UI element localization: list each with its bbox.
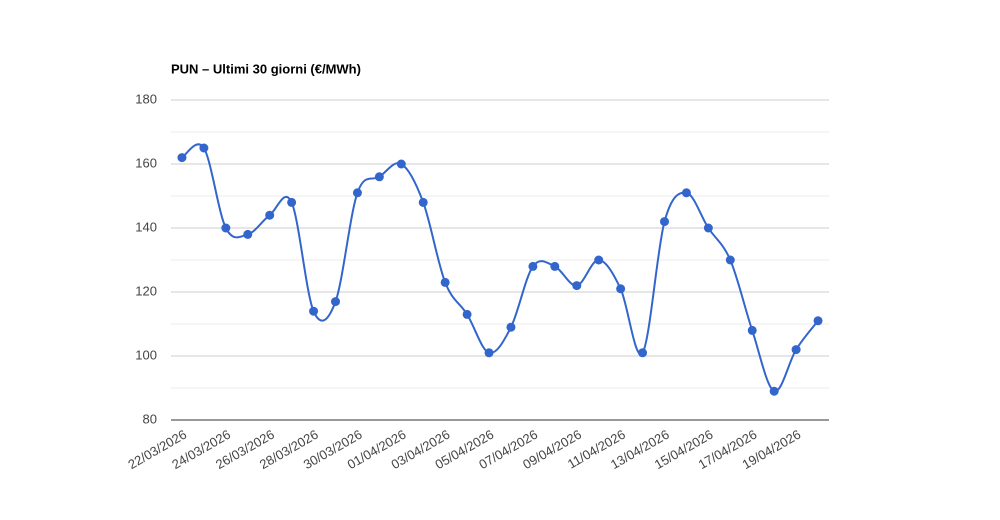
point (747, 325, 757, 335)
point (177, 153, 187, 163)
y-tick-label: 160 (135, 155, 157, 170)
point (331, 297, 340, 307)
point (550, 261, 560, 271)
point (374, 172, 384, 182)
point (791, 345, 801, 355)
point (616, 284, 626, 294)
point (638, 348, 648, 358)
point (528, 261, 538, 271)
point (440, 277, 450, 287)
point (352, 188, 362, 198)
y-tick-label: 140 (135, 219, 157, 234)
line (181, 143, 819, 393)
point (309, 306, 319, 316)
point (769, 386, 779, 396)
y-tick-label: 100 (135, 347, 157, 362)
point (418, 197, 428, 207)
point (660, 217, 669, 227)
chart-title: PUN – Ultimi 30 giorni (€/MWh) (171, 61, 361, 76)
point (572, 281, 582, 291)
point (243, 229, 253, 239)
point (703, 223, 713, 233)
point (594, 255, 604, 265)
y-tick-label: 180 (135, 91, 157, 106)
y-tick-label: 80 (143, 411, 157, 426)
point (287, 197, 297, 207)
point (813, 316, 823, 326)
point (199, 143, 209, 153)
point (506, 322, 516, 332)
y-tick-label: 120 (135, 283, 157, 298)
point (681, 188, 691, 198)
point (265, 210, 275, 220)
point (396, 159, 406, 169)
point (221, 223, 231, 233)
point (462, 309, 472, 319)
point (725, 255, 735, 265)
point (484, 348, 494, 358)
